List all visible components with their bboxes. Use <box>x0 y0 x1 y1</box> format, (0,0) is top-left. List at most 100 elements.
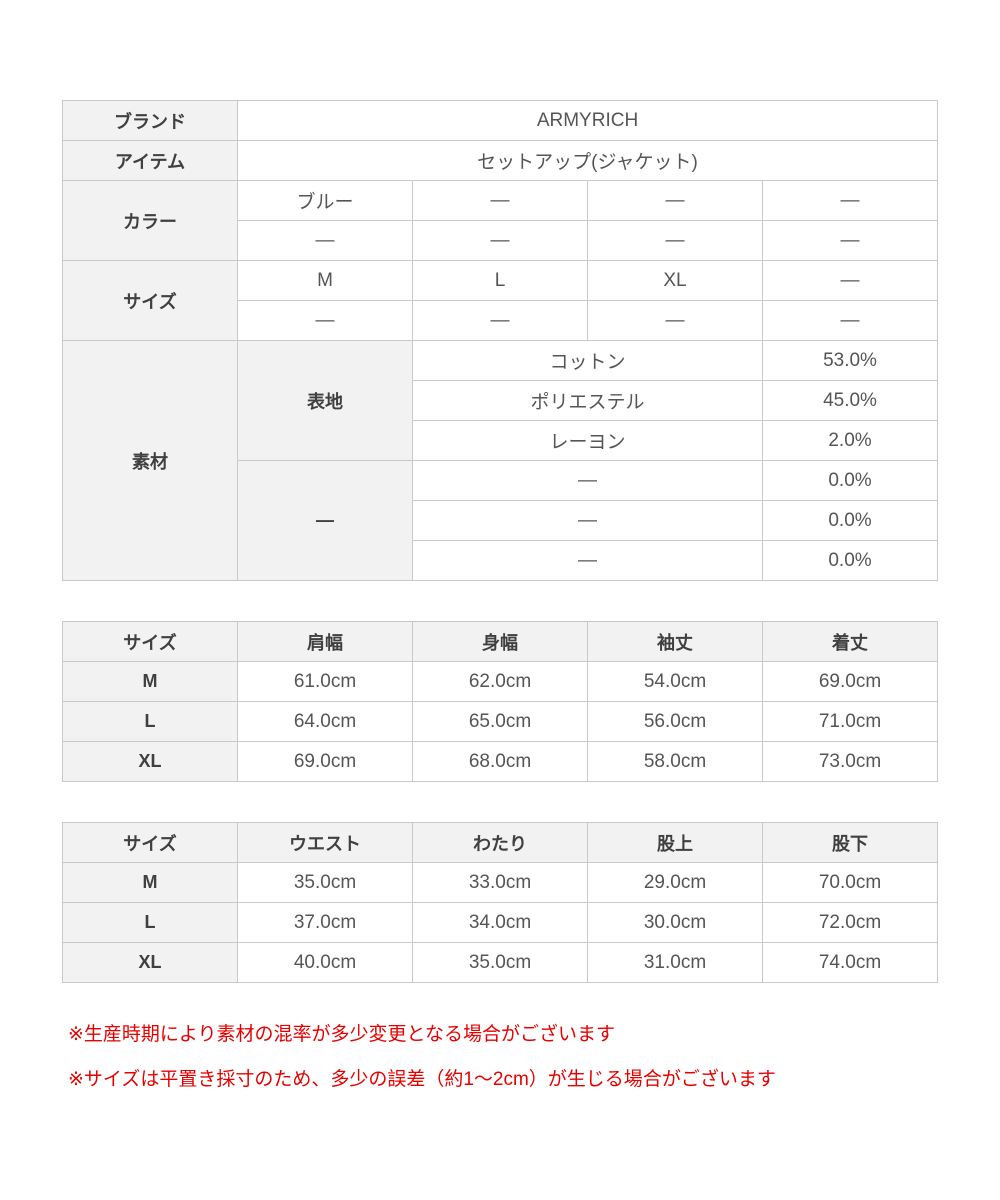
table-row: — — — — <box>63 300 938 341</box>
disclaimer-notes: ※生産時期により素材の混率が多少変更となる場合がございます ※サイズは平置き採寸… <box>62 1023 938 1092</box>
measurement-note: ※サイズは平置き採寸のため、多少の誤差（約1〜2cm）が生じる場合がございます <box>68 1068 776 1090</box>
size-cell: XL <box>587 260 763 301</box>
measurement-cell: 31.0cm <box>587 942 763 983</box>
pants-size-table: サイズ ウエスト わたり 股上 股下 M 35.0cm 33.0cm 29.0c… <box>62 822 938 983</box>
measurement-cell: 56.0cm <box>587 701 763 742</box>
table-row: サイズ M L XL — <box>62 260 938 341</box>
jacket-size-table: サイズ 肩幅 身幅 袖丈 着丈 M 61.0cm 62.0cm 54.0cm 6… <box>62 621 938 782</box>
measurement-cell: 74.0cm <box>762 942 938 983</box>
table-row: ブランド ARMYRICH <box>62 100 938 141</box>
color-cell: — <box>762 220 938 261</box>
size-cell: — <box>412 300 588 341</box>
measurement-cell: 29.0cm <box>587 862 763 903</box>
item-label-cell: アイテム <box>62 140 238 181</box>
table-row: 素材 表地 コットン 53.0% <box>62 340 938 581</box>
material-group-cell: — <box>237 460 413 581</box>
measurement-cell: 73.0cm <box>762 741 938 782</box>
table-row: L 64.0cm 65.0cm 56.0cm 71.0cm <box>62 701 938 742</box>
spec-sheet: ブランド ARMYRICH アイテム セットアップ(ジャケット) カラー ブルー… <box>62 100 938 1092</box>
column-header-cell: 股下 <box>762 822 938 863</box>
measurement-cell: 54.0cm <box>587 661 763 702</box>
measurement-cell: 37.0cm <box>237 902 413 943</box>
material-pct-cell: 0.0% <box>762 460 938 501</box>
table-row: ポリエステル 45.0% <box>63 380 938 421</box>
measurement-cell: 40.0cm <box>237 942 413 983</box>
measurement-cell: 35.0cm <box>237 862 413 903</box>
table-row: XL 69.0cm 68.0cm 58.0cm 73.0cm <box>62 741 938 782</box>
measurement-cell: 30.0cm <box>587 902 763 943</box>
item-value-cell: セットアップ(ジャケット) <box>237 140 938 181</box>
size-cell: — <box>762 300 938 341</box>
column-header-cell: 股上 <box>587 822 763 863</box>
material-name-cell: コットン <box>412 340 763 381</box>
material-name-cell: — <box>412 500 763 541</box>
column-header-cell: わたり <box>412 822 588 863</box>
column-header-cell: 袖丈 <box>587 621 763 662</box>
table-row: L 37.0cm 34.0cm 30.0cm 72.0cm <box>62 902 938 943</box>
measurement-cell: 58.0cm <box>587 741 763 782</box>
measurement-cell: 70.0cm <box>762 862 938 903</box>
column-header-cell: サイズ <box>62 621 238 662</box>
table-row: アイテム セットアップ(ジャケット) <box>62 140 938 181</box>
size-label-cell: サイズ <box>62 260 238 341</box>
table-row: M 35.0cm 33.0cm 29.0cm 70.0cm <box>62 862 938 903</box>
size-cell: — <box>237 300 413 341</box>
color-cell: — <box>587 180 763 221</box>
row-size-cell: M <box>62 862 238 903</box>
measurement-cell: 64.0cm <box>237 701 413 742</box>
column-header-cell: 身幅 <box>412 621 588 662</box>
size-cell: — <box>587 300 763 341</box>
color-cell: — <box>412 180 588 221</box>
table-row: レーヨン 2.0% <box>63 420 938 461</box>
measurement-cell: 72.0cm <box>762 902 938 943</box>
material-name-cell: ポリエステル <box>412 380 763 421</box>
size-cell: — <box>762 260 938 301</box>
table-header-row: サイズ ウエスト わたり 股上 股下 <box>62 822 938 863</box>
material-name-cell: — <box>412 460 763 501</box>
row-size-cell: XL <box>62 942 238 983</box>
material-label-cell: 素材 <box>62 340 238 581</box>
measurement-cell: 69.0cm <box>237 741 413 782</box>
table-row: カラー ブルー — — — <box>62 180 938 261</box>
material-note: ※生産時期により素材の混率が多少変更となる場合がございます <box>68 1024 615 1045</box>
column-header-cell: サイズ <box>62 822 238 863</box>
material-pct-cell: 2.0% <box>762 420 938 461</box>
material-pct-cell: 0.0% <box>762 540 938 581</box>
measurement-cell: 68.0cm <box>412 741 588 782</box>
product-info-table: ブランド ARMYRICH アイテム セットアップ(ジャケット) カラー ブルー… <box>62 100 938 581</box>
color-cell: — <box>412 220 588 261</box>
color-cell: — <box>762 180 938 221</box>
measurement-cell: 65.0cm <box>412 701 588 742</box>
column-header-cell: ウエスト <box>237 822 413 863</box>
table-row: — — 0.0% <box>63 460 938 581</box>
material-pct-cell: 45.0% <box>762 380 938 421</box>
measurement-cell: 33.0cm <box>412 862 588 903</box>
size-cell: M <box>237 260 413 301</box>
brand-value-cell: ARMYRICH <box>237 100 938 141</box>
row-size-cell: M <box>62 661 238 702</box>
table-row: XL 40.0cm 35.0cm 31.0cm 74.0cm <box>62 942 938 983</box>
row-size-cell: L <box>62 701 238 742</box>
material-name-cell: レーヨン <box>412 420 763 461</box>
color-cell: — <box>587 220 763 261</box>
size-cell: L <box>412 260 588 301</box>
column-header-cell: 着丈 <box>762 621 938 662</box>
row-size-cell: L <box>62 902 238 943</box>
measurement-cell: 62.0cm <box>412 661 588 702</box>
measurement-cell: 35.0cm <box>412 942 588 983</box>
table-row: — 0.0% <box>63 540 938 581</box>
measurement-cell: 61.0cm <box>237 661 413 702</box>
measurement-cell: 69.0cm <box>762 661 938 702</box>
column-header-cell: 肩幅 <box>237 621 413 662</box>
table-row: M 61.0cm 62.0cm 54.0cm 69.0cm <box>62 661 938 702</box>
color-cell: — <box>237 220 413 261</box>
color-label-cell: カラー <box>62 180 238 261</box>
table-header-row: サイズ 肩幅 身幅 袖丈 着丈 <box>62 621 938 662</box>
color-cell: ブルー <box>237 180 413 221</box>
material-name-cell: — <box>412 540 763 581</box>
row-size-cell: XL <box>62 741 238 782</box>
brand-label-cell: ブランド <box>62 100 238 141</box>
material-pct-cell: 0.0% <box>762 500 938 541</box>
material-pct-cell: 53.0% <box>762 340 938 381</box>
table-row: — — — — <box>63 220 938 261</box>
